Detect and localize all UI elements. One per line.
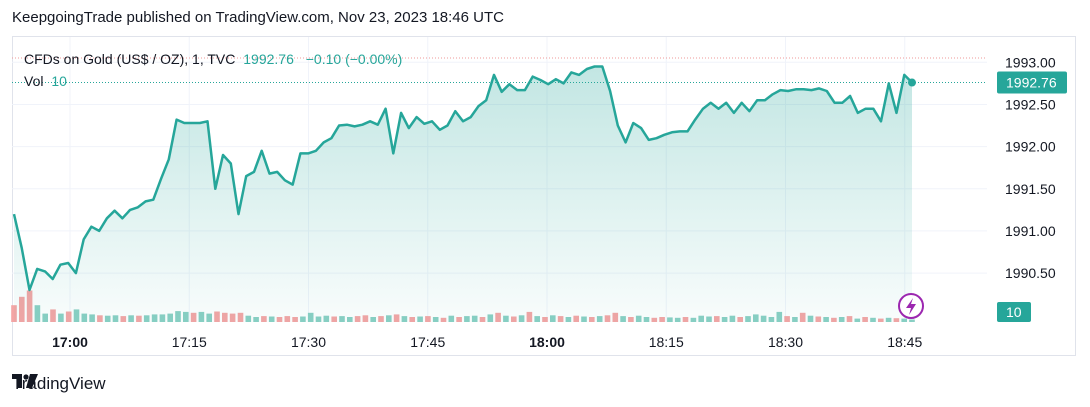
chart-legend: CFDs on Gold (US$ / OZ), 1, TVC 1992.76 …: [24, 48, 402, 92]
legend-change: −0.10 (−0.00%): [305, 51, 403, 67]
volume-label[interactable]: Vol: [24, 73, 44, 89]
x-tick-label: 18:30: [768, 334, 803, 350]
tradingview-logo-icon: [12, 374, 38, 388]
price-area: [14, 66, 912, 322]
x-tick-label: 18:45: [887, 334, 922, 350]
x-axis: 17:00 17:15 17:30 17:45 18:00 18:15 18:30 18:45: [52, 334, 922, 350]
x-tick-label: 18:15: [649, 334, 684, 350]
tradingview-brand[interactable]: TradingView: [12, 374, 106, 394]
x-tick-label: 17:00: [52, 334, 88, 350]
x-tick-label: 17:15: [172, 334, 207, 350]
y-axis: 1993.00 1992.50 1992.00 1991.50 1991.00 1990.…: [1005, 54, 1056, 281]
lightning-icon[interactable]: [898, 293, 924, 319]
symbol-label[interactable]: CFDs on Gold (US$ / OZ), 1, TVC: [24, 51, 236, 67]
publish-header: KeepgoingTrade published on TradingView.…: [12, 9, 504, 26]
price-tag: 1992.76: [997, 71, 1067, 94]
y-tick-label: 1992.00: [1005, 139, 1056, 155]
svg-text:10: 10: [1006, 304, 1022, 320]
chart-frame: [12, 36, 1076, 356]
x-tick-label: 18:00: [529, 334, 565, 350]
legend-price: 1992.76: [243, 51, 294, 67]
y-tick-label: 1992.50: [1005, 96, 1056, 112]
volume-value: 10: [51, 73, 67, 89]
y-tick-label: 1991.50: [1005, 181, 1056, 197]
y-tick-label: 1991.00: [1005, 223, 1056, 239]
x-tick-label: 17:30: [291, 334, 326, 350]
y-tick-label: 1990.50: [1005, 265, 1056, 281]
svg-text:1992.76: 1992.76: [1006, 75, 1057, 91]
price-line: [12, 65, 913, 292]
y-tick-label: 1993.00: [1005, 54, 1056, 70]
volume-tag: 10: [997, 302, 1031, 322]
x-tick-label: 17:45: [410, 334, 445, 350]
last-price-dot: [908, 78, 916, 87]
